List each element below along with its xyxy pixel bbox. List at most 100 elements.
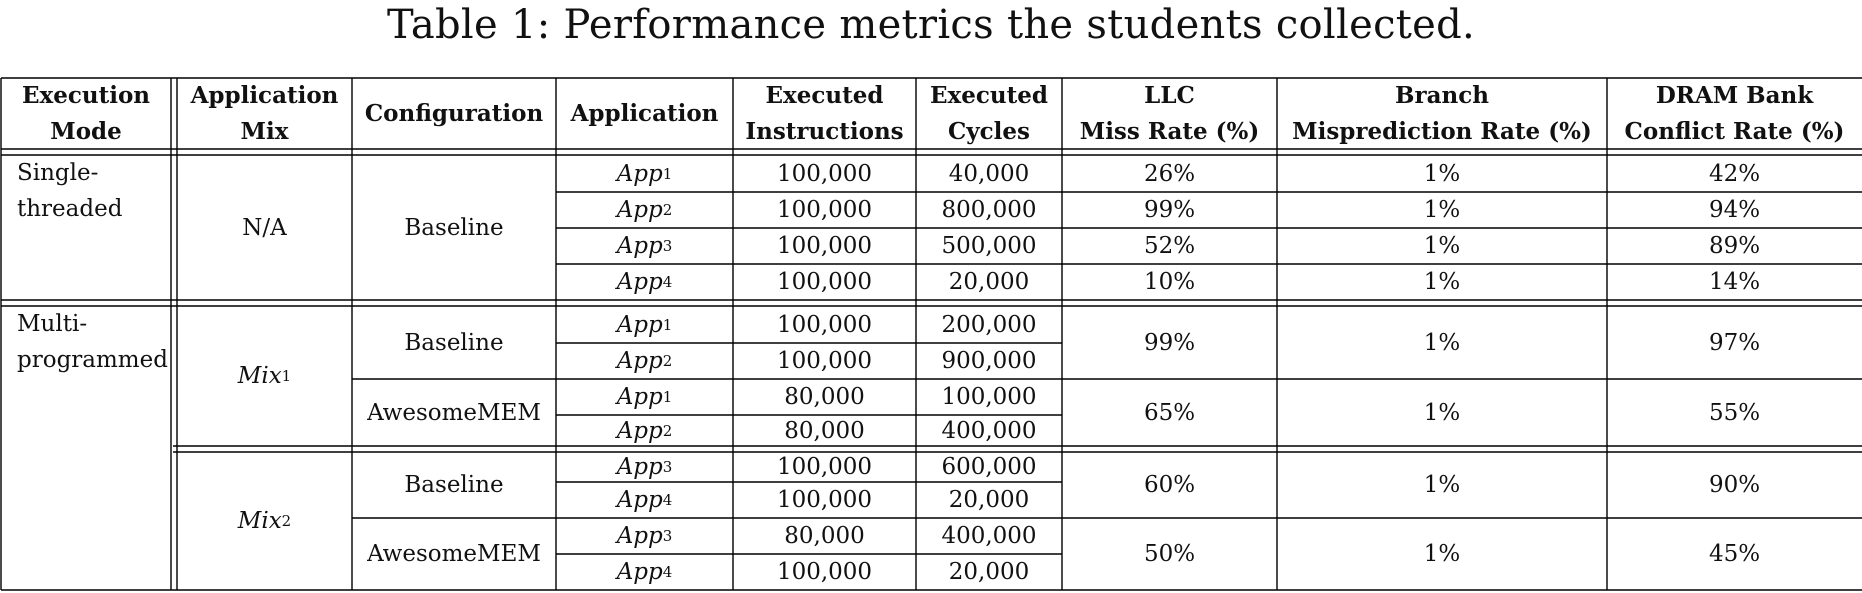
branch-misprediction-cell: 1% (1423, 541, 1461, 567)
header-branch-misprediction-rate: Branch Misprediction Rate (%) (1292, 81, 1592, 145)
executed-instructions-cell: 100,000 (776, 348, 873, 374)
application-cell-base: App (616, 233, 663, 259)
dram-conflict-cell: 55% (1708, 399, 1761, 426)
header-executed-cycles: Executed Cycles (930, 81, 1048, 145)
dram-conflict-cell: 94% (1708, 197, 1761, 223)
application-cell: App 2 (556, 343, 733, 379)
executed-instructions-cell: 100,000 (776, 233, 873, 259)
application-cell-subscript: 3 (662, 458, 673, 476)
llc-miss-rate-cell: 60% (1143, 472, 1196, 498)
application-cell: App 4 (556, 554, 733, 590)
executed-instructions-cell: 80,000 (784, 384, 865, 410)
executed-cycles-cell: 400,000 (941, 417, 1037, 444)
application-cell: App 3 (556, 452, 733, 482)
executed-cycles-cell: 200,000 (941, 311, 1037, 338)
executed-cycles-cell: 900,000 (941, 348, 1037, 374)
application-cell-base: App (616, 487, 663, 513)
application-cell-base: App (616, 417, 663, 444)
application-cell-subscript: 2 (662, 352, 673, 370)
application-cell: App 1 (556, 155, 733, 192)
application-cell-subscript: 4 (662, 491, 673, 509)
table-caption: Table 1: Performance metrics the student… (386, 2, 1476, 48)
application-cell-base: App (616, 523, 663, 549)
application-cell-subscript: 4 (662, 273, 673, 291)
executed-instructions-cell: 80,000 (784, 523, 865, 549)
application-mix-cell: Mix 1 (177, 306, 352, 446)
executed-instructions-cell: 100,000 (776, 311, 873, 338)
application-cell-subscript: 1 (662, 164, 673, 183)
header-llc-miss-rate: LLC Miss Rate (%) (1079, 81, 1260, 145)
configuration-cell: Baseline (404, 329, 504, 356)
executed-instructions-cell: 100,000 (776, 269, 873, 295)
configuration-cell: AwesomeMEM (367, 541, 541, 567)
application-mix-cell-base: Mix (237, 363, 282, 389)
dram-conflict-cell: 89% (1708, 233, 1761, 259)
branch-misprediction-cell: 1% (1423, 269, 1461, 295)
application-cell-base: App (616, 197, 663, 223)
application-cell-base: App (616, 384, 663, 410)
application-cell-subscript: 2 (662, 421, 673, 440)
header-configuration: Configuration (364, 99, 544, 127)
application-cell-base: App (616, 348, 663, 374)
executed-instructions-cell: 100,000 (776, 559, 873, 585)
header-execution-mode: Execution Mode (21, 81, 151, 145)
application-cell: App 2 (556, 192, 733, 228)
application-cell-subscript: 1 (662, 388, 673, 406)
application-cell: App 3 (556, 518, 733, 554)
application-cell: App 1 (556, 306, 733, 343)
execution-mode-multi-programmed: Multi- programmed (17, 311, 168, 373)
application-cell-base: App (616, 454, 663, 480)
llc-miss-rate-cell: 26% (1143, 160, 1196, 187)
application-mix-cell-subscript: 1 (281, 367, 292, 385)
application-cell-subscript: 3 (662, 527, 673, 545)
executed-cycles-cell: 500,000 (941, 233, 1037, 259)
executed-instructions-cell: 100,000 (776, 197, 873, 223)
dram-conflict-cell: 42% (1708, 160, 1761, 187)
application-cell: App 2 (556, 415, 733, 446)
executed-instructions-cell: 100,000 (776, 487, 873, 513)
branch-misprediction-cell: 1% (1423, 472, 1461, 498)
dram-conflict-cell: 45% (1708, 541, 1761, 567)
llc-miss-rate-cell: 65% (1143, 399, 1196, 426)
executed-cycles-cell: 20,000 (948, 559, 1030, 585)
application-mix-na: N/A (242, 214, 287, 241)
application-cell-base: App (616, 269, 663, 295)
configuration-cell: AwesomeMEM (367, 399, 541, 426)
application-cell-subscript: 2 (662, 201, 673, 219)
configuration-cell: Baseline (404, 472, 504, 498)
execution-mode-single-threaded: Single- threaded (17, 160, 123, 222)
executed-cycles-cell: 20,000 (948, 269, 1030, 295)
executed-cycles-cell: 20,000 (948, 487, 1030, 513)
application-cell: App 4 (556, 482, 733, 518)
executed-cycles-cell: 40,000 (948, 160, 1030, 187)
application-cell-base: App (616, 311, 663, 338)
header-dram-bank-conflict-rate: DRAM Bank Conflict Rate (%) (1624, 81, 1845, 145)
executed-cycles-cell: 100,000 (941, 384, 1037, 410)
llc-miss-rate-cell: 99% (1143, 329, 1196, 356)
header-executed-instructions: Executed Instructions (745, 81, 904, 145)
branch-misprediction-cell: 1% (1423, 329, 1461, 356)
llc-miss-rate-cell: 52% (1143, 233, 1196, 259)
application-cell-subscript: 4 (662, 563, 673, 581)
branch-misprediction-cell: 1% (1423, 233, 1461, 259)
application-cell-base: App (616, 160, 663, 187)
executed-cycles-cell: 800,000 (941, 197, 1037, 223)
application-cell-base: App (616, 559, 663, 585)
executed-instructions-cell: 100,000 (776, 454, 873, 480)
application-cell: App 1 (556, 379, 733, 415)
branch-misprediction-cell: 1% (1423, 197, 1461, 223)
header-application: Application (570, 99, 719, 127)
header-application-mix: Application Mix (190, 81, 339, 145)
application-cell: App 4 (556, 264, 733, 300)
dram-conflict-cell: 97% (1708, 329, 1761, 356)
configuration-baseline: Baseline (404, 214, 504, 241)
dram-conflict-cell: 14% (1708, 269, 1761, 295)
executed-instructions-cell: 80,000 (784, 417, 865, 444)
application-cell: App 3 (556, 228, 733, 264)
executed-cycles-cell: 400,000 (941, 523, 1037, 549)
executed-instructions-cell: 100,000 (776, 160, 873, 187)
branch-misprediction-cell: 1% (1423, 399, 1461, 426)
application-mix-cell-base: Mix (237, 508, 282, 534)
branch-misprediction-cell: 1% (1423, 160, 1461, 187)
